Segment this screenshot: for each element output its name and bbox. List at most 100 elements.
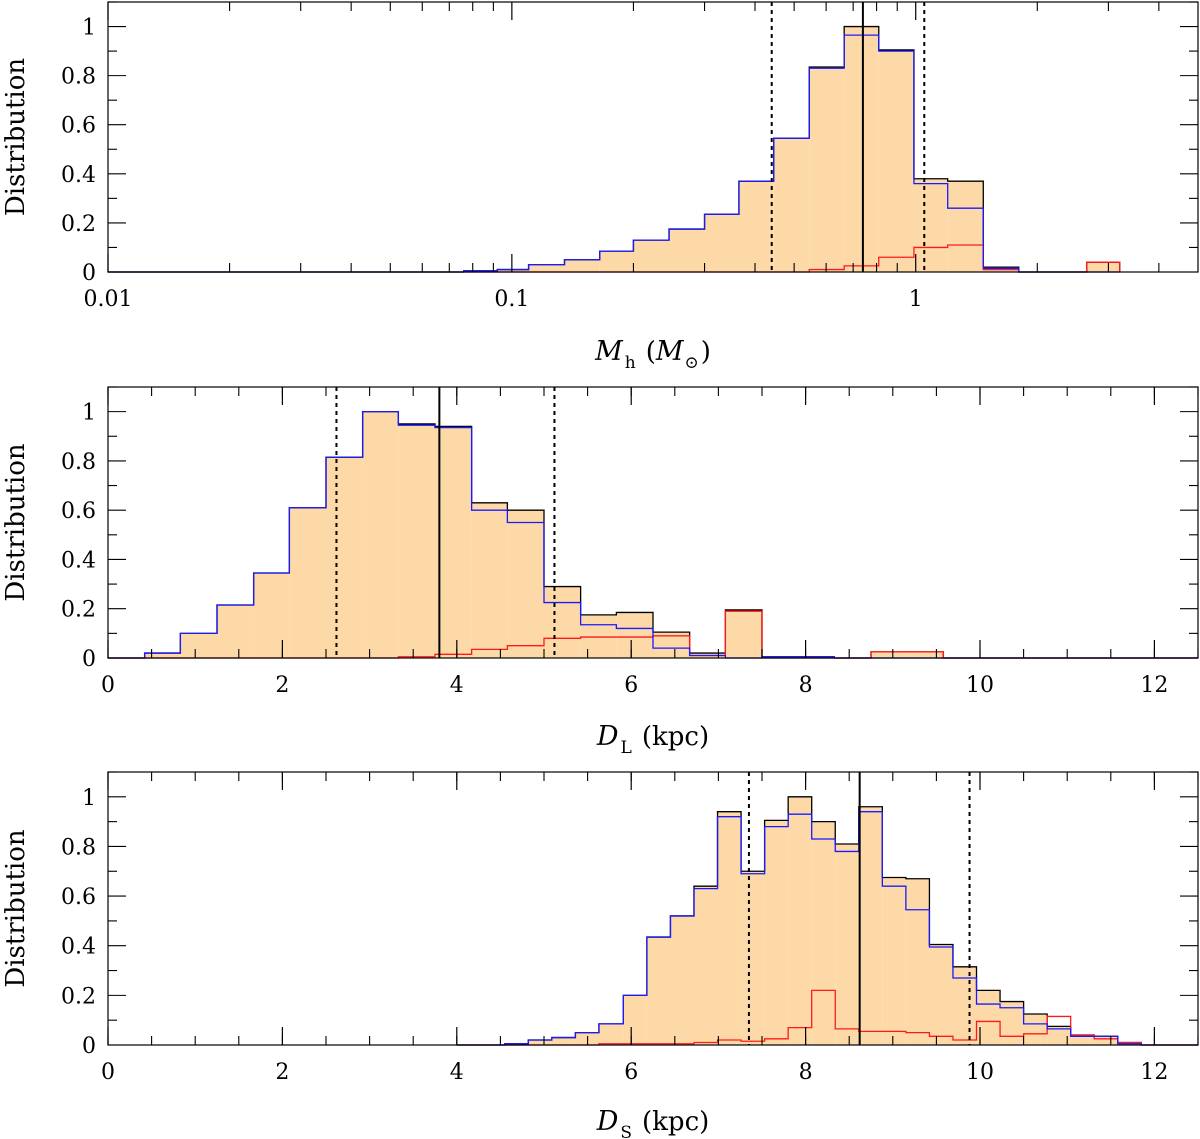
hist-bar — [871, 651, 908, 658]
hist-bar — [952, 966, 977, 1045]
hist-bar — [844, 26, 879, 272]
series-blue-line — [108, 34, 1120, 273]
hist-bar — [1070, 1035, 1095, 1045]
x-tick-label: 6 — [624, 673, 638, 698]
hist-bar — [362, 411, 399, 658]
hist-bar — [528, 264, 565, 272]
y-tick-label: 0.2 — [61, 984, 96, 1009]
hist-bar — [253, 573, 290, 658]
y-tick-label: 0.4 — [61, 548, 96, 573]
y-tick-label: 0.6 — [61, 885, 96, 910]
hist-bar — [741, 871, 765, 1045]
hist-bar — [598, 1023, 624, 1045]
x-tick-label: 0.1 — [494, 287, 529, 312]
y-tick-label: 0.4 — [61, 163, 96, 188]
x-tick-label: 4 — [450, 673, 464, 698]
y-axis-label: Distribution — [1, 829, 31, 988]
hist-bar — [599, 251, 634, 272]
hist-bar — [670, 915, 694, 1045]
hist-bar — [913, 178, 948, 272]
x-tick-label: 2 — [275, 1060, 289, 1085]
y-tick-label: 1 — [82, 401, 96, 426]
panel-2: 0 2 4 6 8 10 12 0 0.2 0.4 0.6 0.8 1 Distribution D L (kp… — [1, 386, 1199, 758]
hist-bar — [1000, 1001, 1024, 1045]
x-tick-label: 10 — [966, 673, 994, 698]
hist-bar — [528, 1040, 552, 1045]
hist-bar — [738, 181, 774, 272]
hist-bar — [398, 423, 435, 658]
panel-1: 0.01 0.1 1 0 0.2 0.4 0.6 0.8 1 Distribution M h (M⊙) — [1, 1, 1199, 373]
x-axis-label: D S (kpc) — [596, 1106, 710, 1139]
x-tick-label: 0 — [101, 673, 115, 698]
hist-bar — [788, 796, 812, 1045]
hist-bar — [882, 877, 906, 1045]
hist-bar — [809, 67, 845, 272]
hist-bar — [1094, 1036, 1118, 1045]
y-tick-label: 0.6 — [61, 499, 96, 524]
hist-bar — [497, 269, 529, 272]
hist-bar — [1086, 262, 1120, 272]
y-tick-label: 0.2 — [61, 598, 96, 623]
hist-bar — [905, 878, 930, 1045]
hist-bar — [835, 843, 859, 1045]
hist-bar — [646, 937, 671, 1045]
y-tick-label: 0.4 — [61, 935, 96, 960]
hist-bar — [878, 49, 914, 273]
hist-bar — [564, 259, 600, 272]
hist-bar — [217, 605, 254, 658]
hist-bar — [544, 586, 581, 658]
hist-bar — [693, 886, 718, 1045]
x-tick-label: 1 — [909, 287, 923, 312]
hist-bar — [289, 507, 326, 658]
y-tick-label: 0.8 — [61, 835, 96, 860]
plot-frame — [107, 1, 1199, 273]
hist-bar — [929, 944, 953, 1045]
hist-bar — [1047, 1026, 1071, 1045]
hist-bar — [773, 138, 810, 272]
x-tick-label: 8 — [799, 1060, 813, 1085]
panel-3: 0 2 4 6 8 10 12 0 0.2 0.4 0.6 0.8 1 Distribution D S (kp… — [1, 771, 1199, 1139]
y-tick-label: 0.6 — [61, 114, 96, 139]
hist-bar — [811, 821, 836, 1045]
hist-bar — [669, 229, 705, 272]
hist-bar — [435, 426, 472, 658]
hist-bar — [616, 612, 653, 658]
hist-bar — [180, 633, 217, 658]
x-tick-label: 4 — [450, 1060, 464, 1085]
y-tick-label: 0.8 — [61, 65, 96, 90]
x-tick-label: 2 — [275, 673, 289, 698]
y-tick-label: 0 — [82, 647, 96, 672]
hist-bar — [623, 995, 647, 1045]
hist-bar — [633, 240, 670, 272]
hist-bar — [326, 457, 363, 658]
x-tick-label: 0 — [101, 1060, 115, 1085]
y-axis-label: Distribution — [1, 58, 31, 217]
x-axis-label: D L (kpc) — [596, 721, 709, 758]
hist-bar — [764, 820, 789, 1045]
x-tick-label: 0.01 — [84, 287, 133, 312]
y-tick-label: 1 — [82, 786, 96, 811]
hist-bar — [947, 181, 984, 272]
hist-bar — [471, 502, 508, 658]
y-tick-label: 0.2 — [61, 212, 96, 237]
hist-bar — [144, 653, 181, 658]
hist-bar — [704, 214, 739, 272]
x-tick-label: 10 — [966, 1060, 994, 1085]
x-tick-label: 8 — [799, 673, 813, 698]
hist-bar — [551, 1037, 576, 1045]
y-tick-label: 0 — [82, 1034, 96, 1059]
hist-bar — [725, 609, 762, 658]
x-tick-label: 12 — [1140, 1060, 1168, 1085]
series-blue-line — [456, 811, 1198, 1046]
y-tick-label: 1 — [82, 16, 96, 41]
hist-bar — [507, 510, 544, 658]
y-axis-label: Distribution — [1, 443, 31, 602]
hist-bar — [858, 806, 883, 1045]
x-tick-label: 12 — [1140, 673, 1168, 698]
series-blue-line — [108, 410, 1198, 659]
plot-frame — [107, 386, 1199, 659]
hist-bar — [1023, 1013, 1048, 1045]
x-tick-label: 6 — [624, 1060, 638, 1085]
